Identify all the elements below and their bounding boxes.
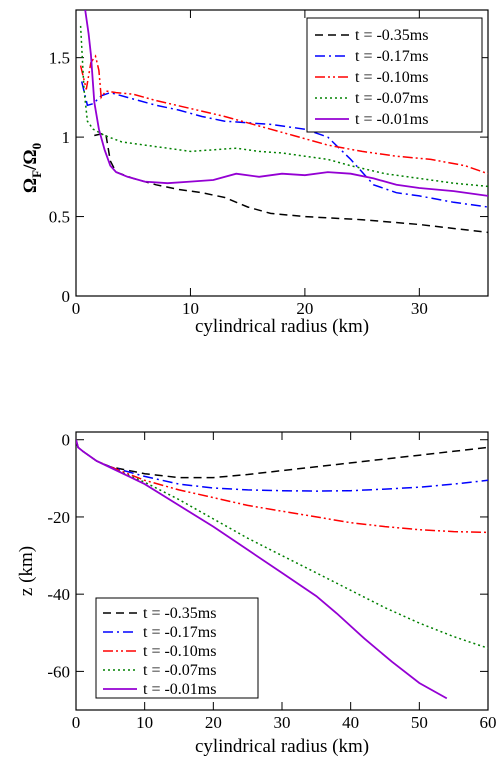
legend-bottom: t = -0.35ms t = -0.17ms t = -0.10ms t = -0.… [95, 597, 259, 699]
x-tick-label-bottom: 30 [274, 713, 291, 732]
y-axis-title-bottom: z (km) [16, 546, 37, 596]
chart-bottom: 0 10 20 30 40 50 60 0 -20 -40 -60 cylindrical rad… [16, 431, 497, 757]
legend-box-top [306, 17, 483, 133]
x-tick-label-bottom: 50 [411, 713, 428, 732]
y-tick-label-bottom: -60 [47, 662, 70, 681]
legend-label-bottom-1: t = -0.17ms [143, 624, 216, 641]
chart-top: 0 10 20 30 0 0.5 1 1.5 cylindrical radius (km)… [20, 9, 489, 337]
y-axis-title-sub-0: 0 [29, 143, 44, 150]
x-axis-title-bottom: cylindrical radius (km) [195, 736, 369, 757]
legend-label-bottom-0: t = -0.35ms [143, 605, 216, 622]
y-axis-title-top: ΩF/Ω0 [20, 143, 44, 193]
legend-entries-bottom: t = -0.35ms t = -0.17ms t = -0.10ms t = -0.… [103, 605, 216, 698]
x-axis-title-top: cylindrical radius (km) [195, 316, 369, 337]
legend-label-bottom-3: t = -0.07ms [143, 662, 216, 679]
legend-label-bottom-4: t = -0.01ms [143, 681, 216, 698]
legend-label-top-0: t = -0.35ms [355, 27, 428, 44]
x-tick-label-top: 10 [182, 299, 199, 318]
legend-label-top-1: t = -0.17ms [355, 48, 428, 65]
y-tick-label-top: 1 [62, 128, 71, 147]
legend-label-top-4: t = -0.01ms [355, 111, 428, 128]
series-line-bottom-4 [76, 439, 448, 700]
x-tick-label-bottom: 40 [342, 713, 359, 732]
legend-label-bottom-2: t = -0.10ms [143, 643, 216, 660]
legend-label-top-2: t = -0.10ms [355, 69, 428, 86]
y-tick-label-bottom: 0 [62, 431, 71, 450]
legend-box-bottom [95, 597, 259, 699]
y-axis-title-slash-omega: /Ω [20, 149, 41, 171]
y-tick-label-bottom: -40 [47, 585, 70, 604]
series-lines-top [79, 10, 488, 234]
x-tick-label-top: 20 [296, 299, 313, 318]
series-line-bottom-2 [76, 439, 488, 534]
legend-label-top-3: t = -0.07ms [355, 90, 428, 107]
x-tick-label-bottom: 0 [72, 713, 81, 732]
legend-top: t = -0.35ms t = -0.17ms t = -0.10ms t = -0.… [306, 17, 483, 133]
x-tick-label-bottom: 20 [205, 713, 222, 732]
x-ticks-top: 0 10 20 30 [72, 10, 428, 318]
y-axis-title-sub-f: F [29, 170, 44, 178]
series-line-top-0 [94, 133, 488, 234]
y-tick-label-top: 0 [62, 287, 71, 306]
x-tick-label-top: 30 [411, 299, 428, 318]
y-ticks-bottom: 0 -20 -40 -60 [47, 431, 488, 681]
x-tick-label-bottom: 60 [480, 713, 497, 732]
x-tick-label-bottom: 10 [136, 713, 153, 732]
x-ticks-bottom: 0 10 20 30 40 50 60 [72, 432, 497, 732]
y-tick-label-top: 0.5 [49, 208, 70, 227]
series-line-bottom-3 [76, 439, 488, 649]
legend-entries-top: t = -0.35ms t = -0.17ms t = -0.10ms t = -0.… [315, 27, 428, 128]
y-tick-label-top: 1.5 [49, 49, 70, 68]
series-line-top-3 [79, 25, 488, 188]
y-ticks-top: 0 0.5 1 1.5 [49, 49, 488, 306]
x-tick-label-top: 0 [72, 299, 81, 318]
y-axis-title-omega: Ω [20, 178, 41, 193]
y-tick-label-bottom: -20 [47, 508, 70, 527]
series-line-top-1 [80, 81, 488, 208]
series-line-top-4 [84, 10, 488, 197]
series-line-bottom-0 [76, 439, 488, 479]
series-lines-bottom [76, 439, 488, 700]
